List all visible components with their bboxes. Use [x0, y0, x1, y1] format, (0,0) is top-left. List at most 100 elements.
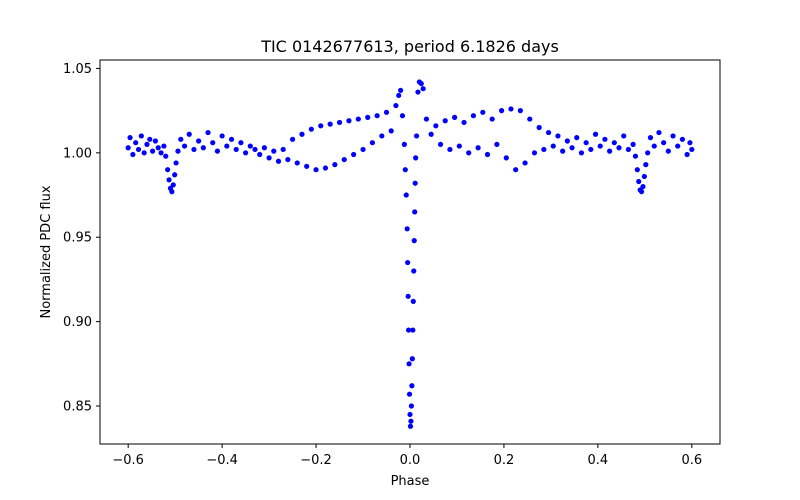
data-point: [266, 155, 272, 161]
data-point: [670, 133, 676, 139]
data-point: [200, 145, 206, 151]
points-layer: [125, 79, 695, 429]
data-point: [130, 151, 136, 158]
data-point: [583, 140, 589, 146]
data-point: [413, 155, 419, 161]
data-point: [679, 136, 686, 142]
data-point: [498, 108, 505, 114]
data-point: [173, 160, 179, 166]
data-point: [406, 361, 412, 367]
data-point: [138, 133, 144, 139]
data-point: [402, 167, 408, 173]
data-point: [408, 418, 414, 424]
data-point: [141, 150, 147, 156]
data-point: [545, 129, 552, 136]
data-point: [379, 133, 385, 139]
data-point: [360, 146, 366, 153]
data-point: [341, 156, 347, 163]
data-point: [409, 356, 415, 362]
data-point: [411, 268, 417, 274]
data-point: [374, 113, 380, 119]
data-point: [461, 119, 467, 126]
data-point: [410, 327, 416, 333]
data-point: [489, 116, 495, 122]
data-point: [393, 102, 399, 109]
data-point: [412, 209, 418, 215]
y-tick-label: 1.00: [63, 146, 92, 161]
data-point: [369, 140, 376, 146]
data-point: [322, 165, 329, 171]
data-point: [172, 172, 178, 178]
data-point: [625, 146, 632, 153]
data-point: [413, 133, 420, 139]
data-point: [665, 148, 671, 154]
data-point: [632, 153, 639, 159]
data-point: [396, 92, 402, 99]
data-point: [423, 116, 430, 122]
data-point: [574, 135, 580, 141]
data-point: [210, 140, 216, 146]
data-point: [205, 129, 211, 136]
data-point: [165, 167, 171, 173]
data-point: [643, 162, 649, 168]
data-point: [442, 118, 448, 124]
data-point: [569, 145, 575, 151]
x-tick-label: 0.4: [588, 453, 609, 468]
data-point: [616, 145, 622, 151]
data-point: [224, 143, 230, 149]
data-point: [181, 143, 188, 149]
data-point: [484, 151, 491, 158]
data-point: [647, 135, 654, 141]
data-point: [607, 148, 613, 154]
data-point: [191, 146, 197, 153]
data-point: [409, 383, 415, 389]
y-tick-label: 1.05: [63, 62, 92, 77]
data-point: [261, 145, 267, 151]
y-axis: 0.85 0.90 0.95 1.00 1.05: [63, 62, 100, 415]
data-point: [602, 136, 608, 142]
data-point: [560, 148, 566, 154]
data-point: [513, 167, 519, 173]
data-point: [592, 131, 599, 137]
data-point: [257, 151, 263, 158]
y-tick-label: 0.90: [63, 315, 92, 330]
data-point: [661, 140, 667, 146]
x-axis-label: Phase: [391, 474, 430, 489]
data-point: [588, 146, 594, 153]
data-point: [503, 155, 509, 161]
data-point: [578, 150, 585, 156]
data-point: [313, 167, 319, 173]
data-point: [388, 128, 394, 134]
data-point: [638, 189, 645, 195]
data-point: [630, 141, 636, 147]
data-point: [405, 259, 411, 266]
data-point: [144, 141, 150, 147]
data-point: [475, 145, 481, 151]
data-point: [410, 298, 416, 304]
y-axis-label: Normalized PDC flux: [39, 185, 54, 318]
data-point: [494, 141, 500, 147]
data-point: [327, 121, 333, 127]
data-point: [433, 123, 439, 129]
data-point: [420, 86, 426, 92]
data-point: [399, 113, 406, 119]
data-point: [147, 136, 153, 142]
data-point: [531, 150, 538, 156]
data-point: [196, 138, 202, 144]
data-point: [163, 153, 169, 159]
data-point: [407, 411, 413, 418]
data-point: [634, 167, 640, 173]
data-point: [178, 136, 184, 142]
data-point: [508, 106, 514, 112]
data-point: [252, 146, 258, 153]
data-point: [170, 182, 176, 188]
data-point: [233, 146, 239, 153]
data-point: [125, 145, 131, 151]
data-point: [687, 140, 693, 146]
data-point: [456, 143, 462, 149]
data-point: [675, 143, 681, 149]
data-point: [155, 145, 161, 151]
x-tick-label: −0.2: [300, 453, 332, 468]
